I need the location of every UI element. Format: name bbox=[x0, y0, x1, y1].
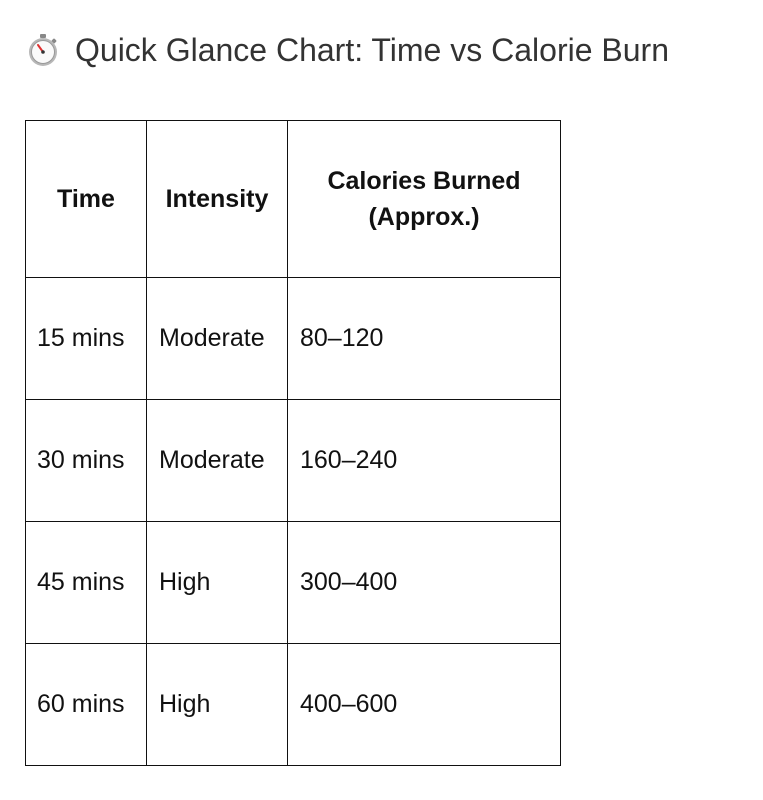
calorie-table: Time Intensity Calories Burned (Approx.) 1… bbox=[25, 120, 561, 766]
title: Quick Glance Chart: Time vs Calorie Burn bbox=[75, 31, 669, 68]
table-cell: High bbox=[146, 521, 288, 644]
heading: Quick Glance Chart: Time vs Calorie Burn bbox=[25, 28, 669, 72]
table-cell: 15 mins bbox=[25, 277, 147, 400]
table-cell: 160–240 bbox=[287, 399, 561, 522]
table-row: 60 mins High 400–600 bbox=[25, 643, 561, 766]
table-cell: 80–120 bbox=[287, 277, 561, 400]
header-cell: Intensity bbox=[146, 120, 288, 278]
table-cell: Moderate bbox=[146, 277, 288, 400]
table-row: 30 mins Moderate 160–240 bbox=[25, 399, 561, 522]
table-row: 45 mins High 300–400 bbox=[25, 521, 561, 644]
table-body: 15 mins Moderate 80–120 30 mins Moderate 160–… bbox=[25, 277, 561, 766]
header-cell: Calories Burned (Approx.) bbox=[287, 120, 561, 278]
table-cell: 30 mins bbox=[25, 399, 147, 522]
table-cell: 45 mins bbox=[25, 521, 147, 644]
stopwatch-icon bbox=[29, 34, 57, 66]
table-cell: 60 mins bbox=[25, 643, 147, 766]
table-row: 15 mins Moderate 80–120 bbox=[25, 277, 561, 400]
table-head: Time Intensity Calories Burned (Approx.) bbox=[25, 120, 561, 278]
header-row: Time Intensity Calories Burned (Approx.) bbox=[25, 120, 561, 278]
table-cell: Moderate bbox=[146, 399, 288, 522]
table-cell: 400–600 bbox=[287, 643, 561, 766]
table-cell: 300–400 bbox=[287, 521, 561, 644]
table-cell: High bbox=[146, 643, 288, 766]
header-cell: Time bbox=[25, 120, 147, 278]
